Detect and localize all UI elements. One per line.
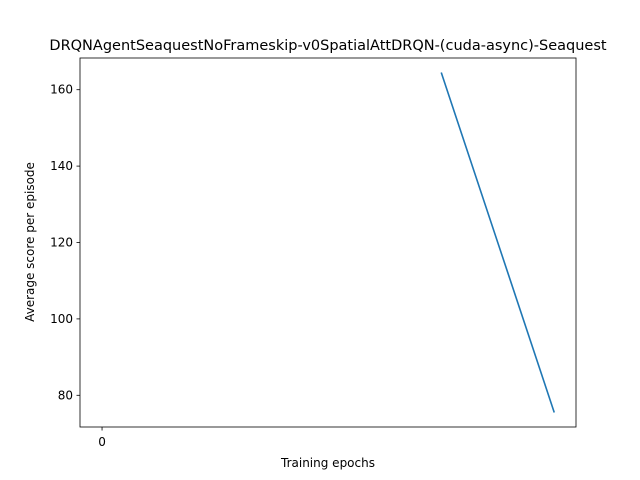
y-axis-ticks: 80 100 120 140 160 bbox=[50, 83, 80, 402]
y-tick-label: 160 bbox=[50, 83, 73, 97]
x-axis-ticks: 0 bbox=[98, 427, 106, 449]
series-line bbox=[440, 72, 556, 413]
series-layer bbox=[440, 72, 556, 413]
plot-area bbox=[80, 58, 576, 427]
y-axis-label: Average score per episode bbox=[23, 162, 37, 322]
y-tick-label: 120 bbox=[50, 236, 73, 250]
chart-title: DRQNAgentSeaquestNoFrameskip-v0SpatialAt… bbox=[49, 38, 606, 54]
y-tick-label: 80 bbox=[58, 388, 73, 402]
x-axis-label: Training epochs bbox=[280, 456, 375, 470]
y-tick-label: 140 bbox=[50, 159, 73, 173]
y-tick-label: 100 bbox=[50, 312, 73, 326]
x-tick-label: 0 bbox=[98, 435, 106, 449]
